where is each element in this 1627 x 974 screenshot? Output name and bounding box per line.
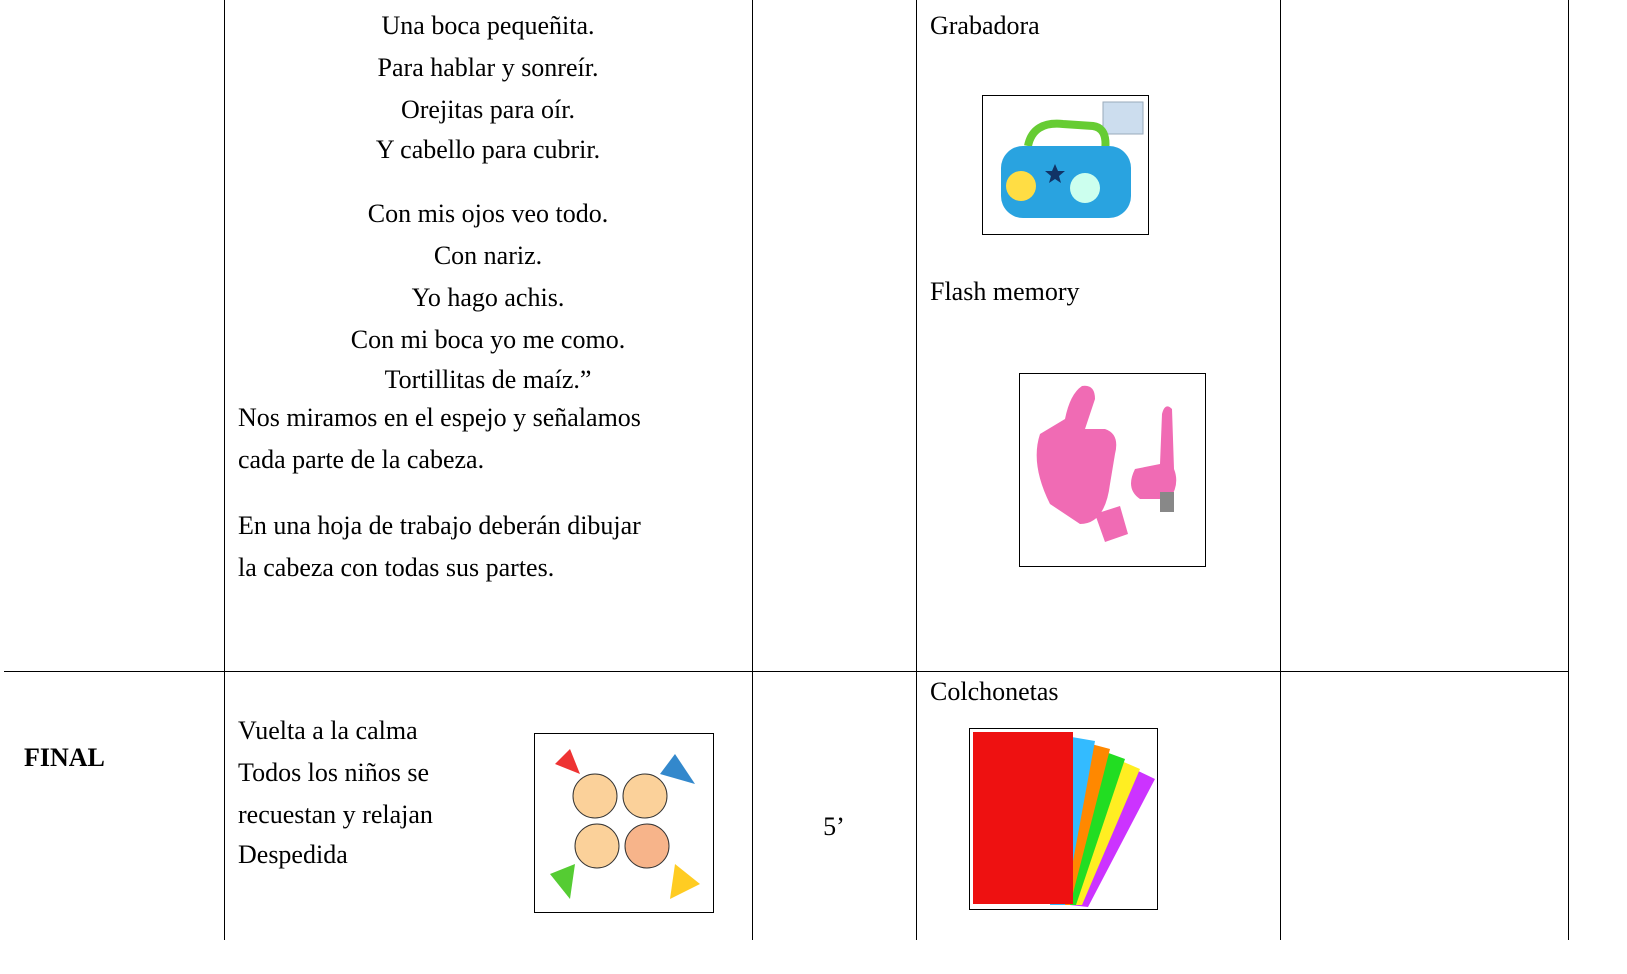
activity-line: recuestan y relajan <box>238 800 433 829</box>
verse-line: Para hablar y sonreír. <box>377 53 599 82</box>
resource-label: Grabadora <box>930 11 1040 40</box>
cell-border <box>752 0 753 940</box>
verse-line: Orejitas para oír. <box>401 95 575 124</box>
mats-icon <box>973 732 1155 907</box>
verse-line: Con mi boca yo me como. <box>350 325 626 354</box>
cell-border <box>1280 0 1281 940</box>
children-icon <box>550 749 700 899</box>
paragraph-line: la cabeza con todas sus partes. <box>238 553 555 582</box>
verse-line: Tortillitas de maíz.” <box>384 365 592 394</box>
stage-text: FINAL <box>24 743 105 772</box>
verse-line: Con mis ojos veo todo. <box>367 199 609 228</box>
cell-border <box>916 0 917 940</box>
activity-line: Todos los niños se <box>238 758 430 787</box>
cell-border <box>1568 0 1569 940</box>
row-border <box>4 671 1569 672</box>
flash-image <box>1019 373 1206 567</box>
stage-label: FINAL <box>24 743 105 773</box>
time-label: 5’ <box>823 812 845 841</box>
verse-line: Y cabello para cubrir. <box>375 135 601 164</box>
recorder-image <box>982 95 1149 235</box>
cell-border <box>224 0 225 940</box>
verse-line: Yo hago achis. <box>411 283 565 312</box>
children-image <box>534 733 714 913</box>
paragraph-line: En una hoja de trabajo deberán dibujar <box>238 511 641 540</box>
mats-image <box>969 728 1158 910</box>
paragraph-line: Nos miramos en el espejo y señalamos <box>238 403 641 432</box>
resource-label: Colchonetas <box>930 677 1059 706</box>
verse-line: Con nariz. <box>433 241 543 270</box>
activity-line: Vuelta a la calma <box>238 716 418 745</box>
paragraph-line: cada parte de la cabeza. <box>238 445 485 474</box>
activity-line: Despedida <box>238 840 348 869</box>
flash-icon <box>1036 385 1177 542</box>
recorder-icon <box>1001 101 1144 218</box>
resource-label: Flash memory <box>930 277 1080 306</box>
verse-line: Una boca pequeñita. <box>381 11 595 40</box>
